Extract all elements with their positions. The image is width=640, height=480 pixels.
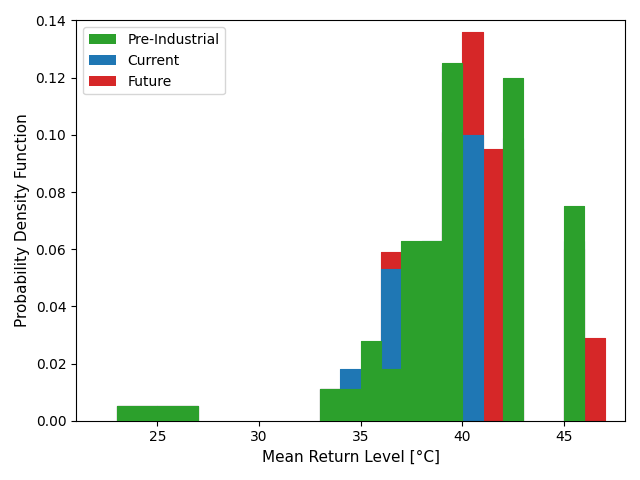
Bar xyxy=(401,240,422,421)
Bar xyxy=(584,338,605,421)
Bar xyxy=(564,240,584,421)
Bar xyxy=(320,389,340,421)
Bar xyxy=(361,369,381,421)
Bar xyxy=(381,369,401,421)
Bar xyxy=(157,407,198,421)
Bar xyxy=(564,240,584,421)
Bar xyxy=(462,135,483,421)
Bar xyxy=(361,341,381,421)
X-axis label: Mean Return Level [°C]: Mean Return Level [°C] xyxy=(262,450,440,465)
Bar xyxy=(503,138,524,421)
Bar xyxy=(361,389,381,421)
Bar xyxy=(340,369,361,421)
Bar xyxy=(320,389,340,421)
Bar xyxy=(320,389,340,421)
Bar xyxy=(401,278,422,421)
Bar xyxy=(483,149,503,421)
Bar xyxy=(564,206,584,421)
Bar xyxy=(116,407,157,421)
Bar xyxy=(401,281,422,421)
Bar xyxy=(157,407,198,421)
Bar xyxy=(483,149,503,421)
Bar xyxy=(422,240,442,421)
Bar xyxy=(157,407,198,421)
Bar xyxy=(422,281,442,421)
Bar xyxy=(462,32,483,421)
Bar xyxy=(157,407,198,421)
Bar xyxy=(442,63,462,421)
Bar xyxy=(401,240,422,421)
Bar xyxy=(564,206,584,421)
Bar xyxy=(503,149,524,421)
Bar xyxy=(422,240,442,421)
Bar xyxy=(503,78,524,421)
Bar xyxy=(442,63,462,421)
Bar xyxy=(361,369,381,421)
Bar xyxy=(442,66,462,421)
Bar xyxy=(116,407,157,421)
Bar xyxy=(381,269,401,421)
Y-axis label: Probability Density Function: Probability Density Function xyxy=(15,114,30,327)
Bar xyxy=(116,407,157,421)
Bar xyxy=(116,407,157,421)
Bar xyxy=(381,252,401,421)
Bar xyxy=(503,78,524,421)
Bar xyxy=(340,389,361,421)
Bar xyxy=(381,269,401,421)
Bar xyxy=(340,389,361,421)
Bar xyxy=(442,132,462,421)
Bar xyxy=(157,407,198,421)
Bar xyxy=(401,278,422,421)
Bar xyxy=(564,249,584,421)
Legend: Pre-Industrial, Current, Future: Pre-Industrial, Current, Future xyxy=(83,27,225,95)
Bar xyxy=(116,407,157,421)
Bar xyxy=(157,407,198,421)
Bar xyxy=(503,149,524,421)
Bar xyxy=(462,32,483,421)
Bar xyxy=(442,66,462,421)
Bar xyxy=(340,389,361,421)
Bar xyxy=(320,389,340,421)
Bar xyxy=(584,338,605,421)
Bar xyxy=(361,341,381,421)
Bar xyxy=(381,252,401,421)
Bar xyxy=(401,281,422,421)
Bar xyxy=(116,407,157,421)
Bar xyxy=(320,389,340,421)
Bar xyxy=(422,281,442,421)
Bar xyxy=(462,135,483,421)
Bar xyxy=(381,369,401,421)
Bar xyxy=(442,132,462,421)
Bar xyxy=(503,138,524,421)
Bar xyxy=(320,389,340,421)
Bar xyxy=(422,240,442,421)
Bar xyxy=(422,240,442,421)
Bar xyxy=(564,249,584,421)
Bar xyxy=(340,369,361,421)
Bar xyxy=(340,389,361,421)
Bar xyxy=(361,389,381,421)
